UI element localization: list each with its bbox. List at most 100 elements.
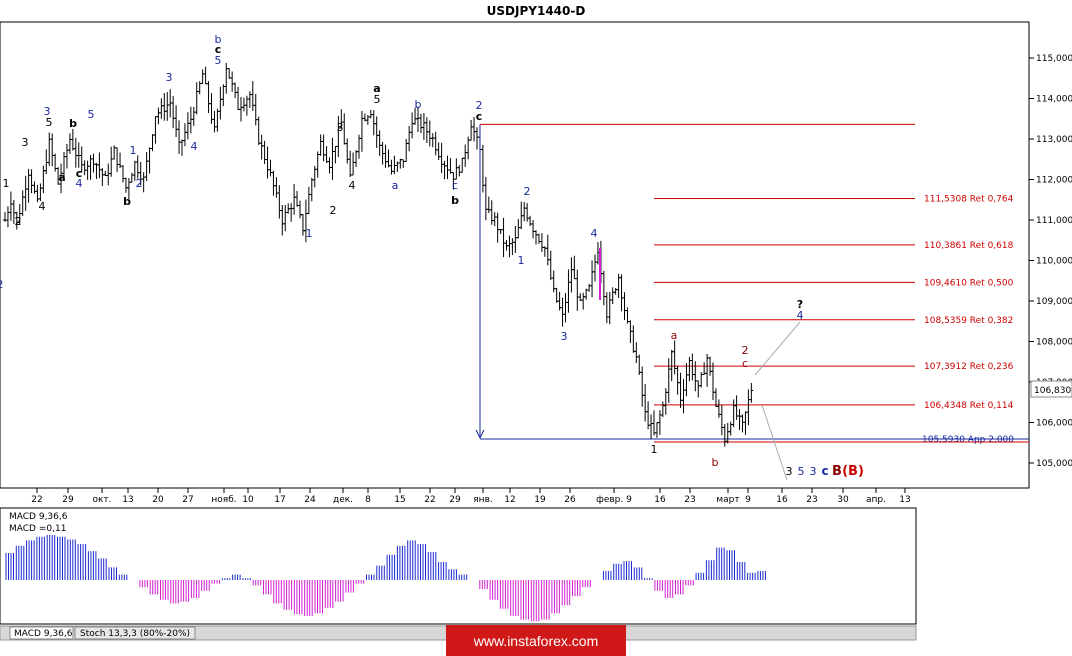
x-tick-label: 22 bbox=[424, 495, 435, 505]
wave-degree-label: 5 bbox=[798, 465, 805, 478]
wave-label: b bbox=[123, 195, 131, 208]
x-tick-label: 20 bbox=[152, 495, 164, 505]
projection-line-up bbox=[754, 321, 801, 376]
retracement-label: 107,3912 Ret 0,236 bbox=[924, 362, 1014, 372]
last-price-box bbox=[1030, 380, 1072, 398]
retracement-label: 110,3861 Ret 0,618 bbox=[924, 241, 1014, 251]
wave-label: 5 bbox=[374, 93, 381, 106]
wave-label: 1 bbox=[306, 227, 313, 240]
wave-label: c bbox=[476, 110, 483, 123]
x-tick-label: 8 bbox=[365, 495, 371, 505]
y-tick-label: 105,000 bbox=[1036, 459, 1072, 469]
y-tick-label: 111,000 bbox=[1036, 216, 1072, 226]
wave-label: 2 bbox=[742, 344, 749, 357]
x-tick-label: март bbox=[716, 495, 739, 505]
x-tick-label: апр. bbox=[866, 495, 886, 505]
wave-label: 2 bbox=[330, 204, 337, 217]
x-tick-label: окт. bbox=[92, 495, 111, 505]
x-tick-label: 13 bbox=[899, 495, 910, 505]
wave-label: 1 bbox=[518, 254, 525, 267]
wave-label: a bbox=[58, 171, 65, 184]
x-tick-label: 13 bbox=[122, 495, 133, 505]
x-tick-label: 22 bbox=[31, 495, 42, 505]
wave-label: c bbox=[76, 167, 83, 180]
wave-label: 5 bbox=[215, 54, 222, 67]
x-tick-label: 27 bbox=[182, 495, 193, 505]
retracement-label: 108,5359 Ret 0,382 bbox=[924, 316, 1013, 326]
y-axis: 115,000 114,000 113,000 112,000 111,000 110,0… bbox=[1029, 54, 1072, 469]
retracement-label: 106,4348 Ret 0,114 bbox=[924, 401, 1014, 411]
wave-label: 3 bbox=[44, 105, 51, 118]
tab-macd[interactable]: MACD 9,36,6 bbox=[9, 626, 74, 640]
annotations bbox=[475, 124, 801, 481]
y-tick-label: 110,000 bbox=[1036, 257, 1072, 267]
wave-degree-label: 3 bbox=[786, 465, 793, 478]
wave-label: 4 bbox=[39, 200, 46, 213]
wave-degree-label: c bbox=[821, 464, 828, 478]
wave-label: 3 bbox=[561, 330, 568, 343]
wave-label: a bbox=[671, 329, 678, 342]
app-label: 105,5930 App 2,000 bbox=[922, 435, 1014, 445]
x-tick-label: нояб. bbox=[211, 495, 236, 505]
x-tick-label: 15 bbox=[394, 495, 405, 505]
tab-stoch-label: Stoch 13,3,3 (80%-20%) bbox=[80, 629, 190, 639]
wave-label: b bbox=[415, 98, 422, 111]
macd-panel bbox=[0, 507, 917, 625]
wave-label: 5 bbox=[46, 116, 53, 129]
wave-label: 3 bbox=[22, 136, 29, 149]
wave-label: b bbox=[451, 194, 459, 207]
wave-label: 1 bbox=[651, 443, 658, 456]
wave-label: 5 bbox=[88, 108, 95, 121]
wave-degree-label: (B) bbox=[842, 464, 864, 479]
wave-degree-label: B bbox=[832, 464, 842, 479]
wave-label: c bbox=[742, 357, 748, 370]
wave-label: b bbox=[69, 117, 77, 130]
wave-label: a bbox=[373, 82, 380, 95]
x-tick-label: 26 bbox=[564, 495, 576, 505]
x-tick-label: дек. bbox=[333, 495, 353, 505]
price-bars bbox=[3, 62, 754, 447]
watermark-text: www.instaforex.com bbox=[473, 633, 598, 649]
wave-label: b bbox=[712, 456, 719, 469]
wave-label: 4 bbox=[191, 140, 198, 153]
x-tick-label: 23 bbox=[806, 495, 817, 505]
x-tick-label: 16 bbox=[776, 495, 788, 505]
retracement-label: 109,4610 Ret 0,500 bbox=[924, 278, 1014, 288]
projection-line-down bbox=[761, 404, 788, 481]
x-tick-label: 30 bbox=[837, 495, 849, 505]
wave-label: 2 bbox=[524, 185, 531, 198]
wave-label: ? bbox=[797, 298, 803, 311]
y-tick-label: 113,000 bbox=[1036, 135, 1072, 145]
wave-label: 4 bbox=[76, 177, 83, 190]
arrow-head bbox=[475, 429, 485, 440]
x-tick-label: 19 bbox=[534, 495, 546, 505]
wave-label: a bbox=[392, 179, 399, 192]
watermark: www.instaforex.com bbox=[446, 625, 626, 656]
x-tick-label: 23 bbox=[684, 495, 695, 505]
price-panel bbox=[0, 21, 1030, 489]
price-bar bbox=[749, 383, 754, 403]
retracement-levels: 111,5308 Ret 0,764 110,3861 Ret 0,618 109,… bbox=[480, 123, 1029, 445]
wave-label: 1 bbox=[3, 177, 10, 190]
macd-histogram bbox=[5, 535, 766, 622]
x-tick-label: февр. 9 bbox=[596, 495, 632, 505]
y-tick-label: 109,000 bbox=[1036, 297, 1072, 307]
wave-label: 4 bbox=[349, 179, 356, 192]
wave-label: c bbox=[215, 43, 222, 56]
wave-label: 2 bbox=[0, 278, 4, 291]
y-tick-label: 106,000 bbox=[1036, 419, 1072, 429]
y-tick-label: 114,000 bbox=[1036, 95, 1072, 105]
y-tick-label: 115,000 bbox=[1036, 54, 1072, 64]
x-tick-label: 10 bbox=[242, 495, 254, 505]
x-tick-label: 29 bbox=[62, 495, 74, 505]
macd-label-2: MACD =0,11 bbox=[9, 524, 66, 534]
y-tick-label: 112,000 bbox=[1036, 176, 1072, 186]
macd-label-1: MACD 9,36,6 bbox=[9, 512, 68, 522]
y-tick-label: 108,000 bbox=[1036, 338, 1072, 348]
tab-stoch[interactable]: Stoch 13,3,3 (80%-20%) bbox=[74, 626, 196, 640]
x-tick-label: 17 bbox=[274, 495, 285, 505]
wave-label: b bbox=[215, 33, 222, 46]
x-tick-label: 16 bbox=[654, 495, 666, 505]
